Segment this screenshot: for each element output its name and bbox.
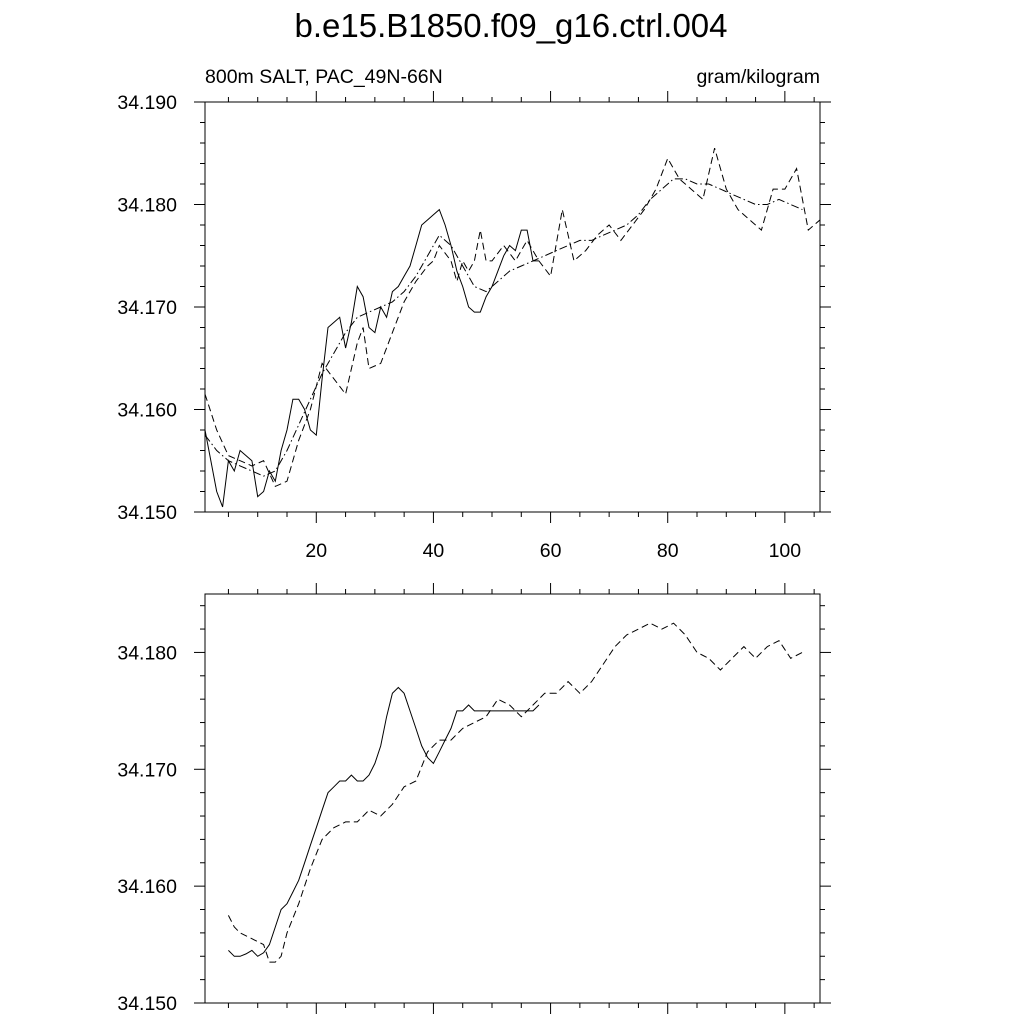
top-panel-x-tick-label: 80 [657, 540, 679, 562]
top-panel-y-tick-label: 34.150 [117, 502, 177, 524]
top-panel-variable-label: 800m SALT, PAC_49N-66N [205, 66, 443, 88]
bottom-panel-y-tick-label: 34.170 [117, 759, 177, 781]
top-panel-x-tick-label: 100 [769, 540, 802, 562]
bottom-panel-series-1-line [228, 686, 540, 957]
bottom-panel-plot-frame [204, 593, 821, 1004]
top-panel-x-tick-label: 40 [423, 540, 445, 562]
top-panel-series-3-line [205, 178, 803, 477]
bottom-panel-y-tick-label: 34.180 [117, 642, 177, 664]
top-panel-x-tick-label: 20 [305, 540, 327, 562]
top-panel-y-tick-label: 34.170 [117, 297, 177, 319]
top-panel-y-tick-label: 34.180 [117, 195, 177, 217]
top-panel-y-tick-label: 34.160 [117, 400, 177, 422]
top-panel-series-1-line [205, 208, 539, 508]
top-panel-plot-frame [204, 101, 821, 513]
top-panel: 20 40 60 80 100 34.150 34.160 34.170 34.180 34.19… [117, 91, 831, 562]
bottom-panel-y-tick-label: 34.160 [117, 876, 177, 898]
top-panel-x-tick-label: 60 [540, 540, 562, 562]
top-panel-series-2-line [205, 147, 820, 488]
chart-title: b.e15.B1850.f09_g16.ctrl.004 [294, 7, 727, 44]
bottom-panel-series-2-line [227, 622, 803, 963]
bottom-panel: 34.150 34.160 34.170 34.180 [117, 583, 831, 1015]
bottom-panel-y-tick-label: 34.150 [117, 993, 177, 1015]
top-panel-units-label: gram/kilogram [696, 66, 820, 88]
top-panel-y-tick-label: 34.190 [117, 92, 177, 114]
